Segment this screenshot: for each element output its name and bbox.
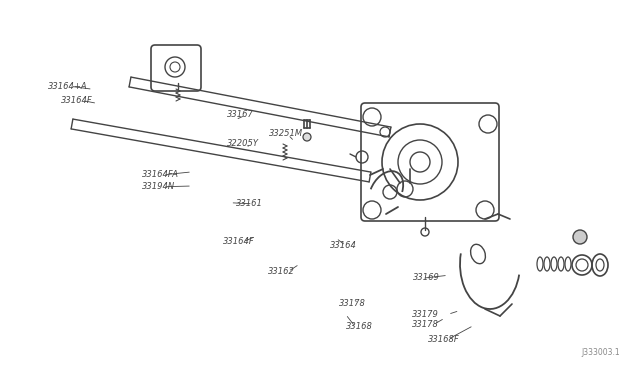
Text: 33164FA: 33164FA — [142, 170, 179, 179]
Text: 33178: 33178 — [339, 299, 366, 308]
Text: 33179: 33179 — [412, 310, 438, 319]
Text: 33164+A: 33164+A — [48, 82, 88, 91]
Text: 33251M: 33251M — [269, 129, 303, 138]
Text: 33164F: 33164F — [61, 96, 93, 105]
Text: J333003.1: J333003.1 — [581, 348, 620, 357]
Text: 33168F: 33168F — [428, 335, 460, 344]
Text: 32205Y: 32205Y — [227, 139, 259, 148]
Text: 33169: 33169 — [413, 273, 440, 282]
Text: 33161: 33161 — [236, 199, 262, 208]
Text: 33178: 33178 — [412, 320, 438, 329]
Text: 33162: 33162 — [268, 267, 294, 276]
Text: 33194N: 33194N — [142, 182, 175, 191]
Text: 33167: 33167 — [227, 110, 254, 119]
Circle shape — [303, 133, 311, 141]
Text: 33168: 33168 — [346, 322, 372, 331]
Text: 33164: 33164 — [330, 241, 356, 250]
Circle shape — [573, 230, 587, 244]
Text: 33164F: 33164F — [223, 237, 255, 246]
